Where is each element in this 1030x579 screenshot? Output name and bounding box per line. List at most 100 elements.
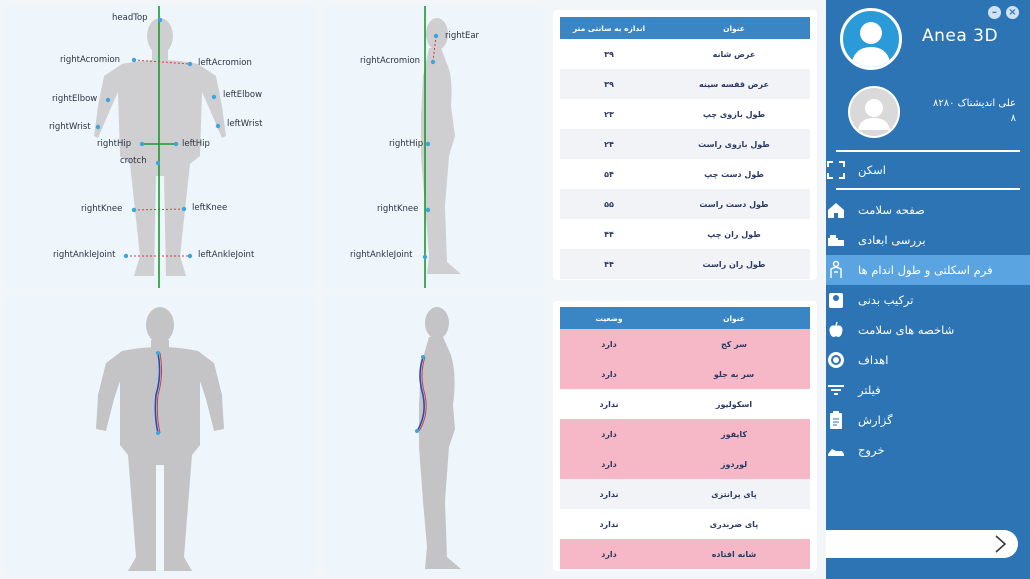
table-row: دارد سر به جلو bbox=[560, 359, 810, 389]
user-card: علی اندیشناک ۸۲۸۰ ۸ bbox=[826, 78, 1030, 150]
posture-status: دارد bbox=[601, 339, 617, 349]
table-row: ۲۴ طول بازوی راست bbox=[560, 129, 810, 159]
scale-icon bbox=[829, 293, 843, 308]
filter-icon bbox=[828, 385, 844, 395]
posture-status: دارد bbox=[601, 459, 617, 469]
label-side-rightAcromion: rightAcromion bbox=[360, 56, 420, 66]
chevron-right-icon[interactable] bbox=[990, 534, 1010, 554]
label-rightKnee: rightKnee bbox=[81, 204, 122, 214]
label-rightAnkleJoint: rightAnkleJoint bbox=[53, 250, 116, 260]
posture-title: پای پرانتزی bbox=[711, 489, 757, 499]
menu-item-apple[interactable]: شاخصه های سلامت bbox=[826, 315, 1030, 345]
menu-label: خروج bbox=[858, 443, 885, 457]
label-leftKnee: leftKnee bbox=[192, 203, 227, 213]
front-spine-figure bbox=[96, 307, 224, 571]
label-side-rightAnkleJoint: rightAnkleJoint bbox=[350, 250, 413, 260]
table-row: ندارد پای ضربدری bbox=[560, 509, 810, 539]
posture-table: وضعیت عنوان دارد سر کج دارد سر به جلو ندارد ا… bbox=[553, 301, 817, 571]
measurement-title: طول بازوی راست bbox=[698, 139, 770, 149]
skeleton-icon bbox=[830, 260, 842, 278]
menu-label: اهداف bbox=[858, 353, 889, 367]
menu-label: ترکیب بدنی bbox=[858, 293, 914, 307]
measurement-value: ۴۴ bbox=[604, 229, 614, 239]
menu-item-clipboard[interactable]: گزارش bbox=[826, 405, 1030, 435]
menu-item-scan[interactable]: اسکن bbox=[826, 155, 1030, 185]
measurement-title: عرض شانه bbox=[712, 49, 756, 59]
side-body-figure: rightEar rightAcromion rightHip rightKne… bbox=[350, 6, 480, 288]
label-rightWrist: rightWrist bbox=[49, 122, 91, 132]
menu-item-dimensions[interactable]: بررسی ابعادی bbox=[826, 225, 1030, 255]
posture-title: شانه افتاده bbox=[711, 549, 757, 559]
measurements-table: اندازه به سانتی متر عنوان ۳۹ عرض شانه ۳۹ عر… bbox=[553, 10, 817, 280]
measurement-value: ۵۵ bbox=[604, 199, 614, 209]
close-button[interactable]: × bbox=[1006, 6, 1019, 19]
posture-status: دارد bbox=[601, 429, 617, 439]
measurement-title: عرض قفسه سینه bbox=[698, 79, 769, 89]
label-leftAcromion: leftAcromion bbox=[198, 58, 252, 68]
posture-title: سر کج bbox=[720, 339, 748, 349]
posture-status: دارد bbox=[601, 369, 617, 379]
measurement-value: ۳۹ bbox=[604, 79, 614, 89]
measurement-value: ۳۹ bbox=[604, 49, 614, 59]
divider-bottom bbox=[836, 188, 1020, 190]
avatar-icon bbox=[850, 88, 898, 136]
menu-item-scale[interactable]: ترکیب بدنی bbox=[826, 285, 1030, 315]
measurement-title: طول دست چپ bbox=[704, 169, 764, 179]
menu-item-home[interactable]: صفحه سلامت bbox=[826, 195, 1030, 225]
menu-label: گزارش bbox=[858, 413, 893, 427]
menu-item-filter[interactable]: فیلتر bbox=[826, 375, 1030, 405]
sidebar: – × Anea 3D علی اندیشناک ۸۲۸۰ ۸ bbox=[826, 0, 1030, 579]
menu-label: بررسی ابعادی bbox=[858, 233, 926, 247]
posture-title: کایفوز bbox=[720, 429, 748, 439]
menu-label-scan: اسکن bbox=[858, 163, 886, 177]
next-bar[interactable] bbox=[826, 530, 1018, 558]
divider-top bbox=[836, 150, 1020, 152]
avatar bbox=[848, 86, 900, 138]
menu-label: شاخصه های سلامت bbox=[858, 323, 955, 337]
user-silhouette-icon bbox=[851, 22, 891, 67]
table-row: ۳۹ عرض قفسه سینه bbox=[560, 69, 810, 99]
target-icon bbox=[828, 352, 844, 368]
measurement-title: طول ران راست bbox=[702, 259, 766, 269]
table-row: دارد سر کج bbox=[560, 329, 810, 359]
exit-shoe-icon bbox=[828, 449, 844, 456]
user-id: ۸ bbox=[1010, 113, 1016, 124]
label-rightAcromion: rightAcromion bbox=[60, 55, 120, 65]
menu-item-skeleton[interactable]: فرم اسکلتی و طول اندام ها bbox=[826, 255, 1030, 285]
menu-item-exit-shoe[interactable]: خروج bbox=[826, 435, 1030, 465]
measurements-body: ۳۹ عرض شانه ۳۹ عرض قفسه سینه ۲۳ طول بازوی چپ ۲… bbox=[560, 39, 810, 279]
label-side-rightHip: rightHip bbox=[389, 139, 423, 149]
measurement-title: طول دست راست bbox=[699, 199, 769, 209]
table-row: دارد شانه افتاده bbox=[560, 539, 810, 569]
table-row: ۵۵ طول دست راست bbox=[560, 189, 810, 219]
front-body-figure: headTop rightAcromion leftAcromion right… bbox=[49, 6, 263, 288]
label-crotch: crotch bbox=[120, 156, 147, 166]
posture-title: اسکولیوز bbox=[715, 399, 753, 409]
menu-label: فرم اسکلتی و طول اندام ها bbox=[858, 263, 993, 277]
side-spine-panel bbox=[323, 295, 545, 575]
clipboard-icon bbox=[830, 411, 842, 429]
table-row: ۴۴ طول ران چپ bbox=[560, 219, 810, 249]
minimize-button[interactable]: – bbox=[988, 6, 1001, 19]
table-row: دارد کایفوز bbox=[560, 419, 810, 449]
posture-body: دارد سر کج دارد سر به جلو ندارد اسکولیوز دارد ک… bbox=[560, 329, 810, 569]
posture-header: وضعیت عنوان bbox=[560, 307, 810, 329]
menu-item-target[interactable]: اهداف bbox=[826, 345, 1030, 375]
menu-label: فیلتر bbox=[858, 383, 881, 397]
user-full-name: علی اندیشناک ۸۲۸۰ bbox=[933, 98, 1016, 109]
user-name: علی اندیشناک ۸۲۸۰ ۸ bbox=[896, 96, 1016, 126]
side-keypoints-panel: rightEar rightAcromion rightHip rightKne… bbox=[323, 6, 545, 288]
posture-title: پای ضربدری bbox=[709, 519, 759, 529]
brand-name: Anea 3D bbox=[922, 26, 999, 46]
table-row: ۵۴ طول دست چپ bbox=[560, 159, 810, 189]
menu-label: صفحه سلامت bbox=[858, 203, 925, 217]
table-row: ۳۹ عرض شانه bbox=[560, 39, 810, 69]
label-side-rightKnee: rightKnee bbox=[377, 204, 418, 214]
measurement-value: ۲۴ bbox=[604, 139, 614, 149]
col-posture-title-header: عنوان bbox=[723, 313, 745, 323]
posture-status: ندارد bbox=[599, 489, 619, 499]
app-logo bbox=[840, 8, 902, 70]
measurement-value: ۵۴ bbox=[604, 169, 614, 179]
posture-status: دارد bbox=[601, 549, 617, 559]
